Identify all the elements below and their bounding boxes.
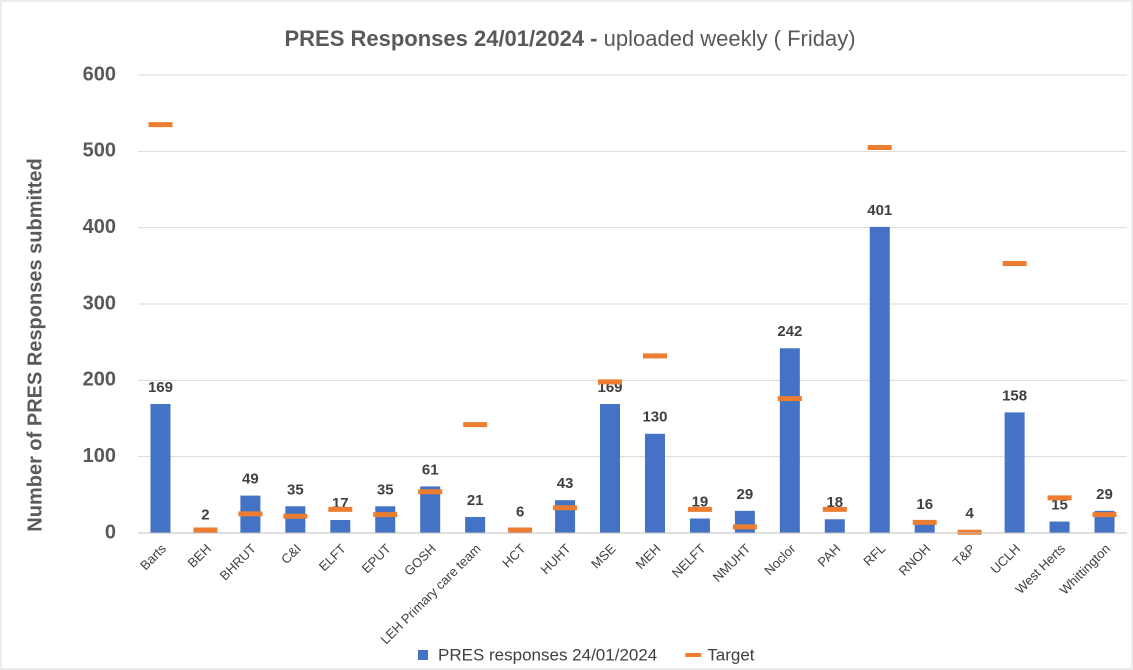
y-tick-label: 0 bbox=[105, 521, 116, 543]
data-label: 35 bbox=[287, 481, 304, 498]
bar bbox=[330, 520, 351, 533]
bar bbox=[1004, 412, 1025, 533]
bar bbox=[375, 506, 396, 533]
bar bbox=[824, 519, 845, 533]
y-axis-label: Number of PRES Responses submitted bbox=[24, 158, 46, 531]
data-label: 401 bbox=[867, 202, 892, 219]
y-tick-label: 300 bbox=[83, 292, 116, 314]
bar bbox=[555, 500, 576, 533]
data-label: 49 bbox=[242, 471, 259, 488]
bar bbox=[779, 348, 800, 533]
data-label: 19 bbox=[692, 493, 709, 510]
bar bbox=[1049, 521, 1070, 533]
bar bbox=[420, 486, 441, 533]
data-label: 130 bbox=[642, 409, 667, 426]
chart-subtitle: uploaded weekly ( Friday) bbox=[604, 26, 856, 51]
legend-label: PRES responses 24/01/2024 bbox=[438, 645, 657, 664]
data-label: 2 bbox=[201, 506, 209, 523]
chart-title-line: PRES Responses 24/01/2024 - uploaded wee… bbox=[284, 26, 855, 51]
data-label: 4 bbox=[965, 505, 974, 522]
bar bbox=[600, 403, 621, 533]
bar bbox=[734, 510, 755, 533]
bar bbox=[465, 516, 486, 533]
data-label: 15 bbox=[1051, 497, 1068, 514]
data-label: 6 bbox=[516, 503, 524, 520]
bar bbox=[689, 518, 710, 533]
legend-swatch bbox=[418, 650, 428, 660]
data-label: 242 bbox=[777, 323, 802, 340]
data-label: 61 bbox=[422, 461, 439, 478]
data-label: 21 bbox=[467, 492, 484, 509]
y-tick-label: 200 bbox=[83, 369, 116, 391]
y-tick-label: 100 bbox=[83, 445, 116, 467]
bar bbox=[869, 226, 890, 534]
chart-title: PRES Responses 24/01/2024 - bbox=[284, 26, 597, 51]
data-label: 158 bbox=[1002, 387, 1027, 404]
y-tick-label: 600 bbox=[83, 63, 116, 85]
data-label: 29 bbox=[737, 486, 754, 503]
data-label: 29 bbox=[1096, 486, 1113, 503]
data-label: 35 bbox=[377, 481, 394, 498]
legend-label: Target bbox=[707, 645, 755, 664]
data-label: 43 bbox=[557, 475, 574, 492]
bar bbox=[644, 433, 665, 533]
data-label: 169 bbox=[148, 379, 173, 396]
y-tick-label: 500 bbox=[83, 140, 116, 162]
data-label: 16 bbox=[916, 496, 933, 513]
bar bbox=[150, 403, 171, 533]
y-tick-label: 400 bbox=[83, 216, 116, 238]
bar bbox=[285, 506, 306, 533]
